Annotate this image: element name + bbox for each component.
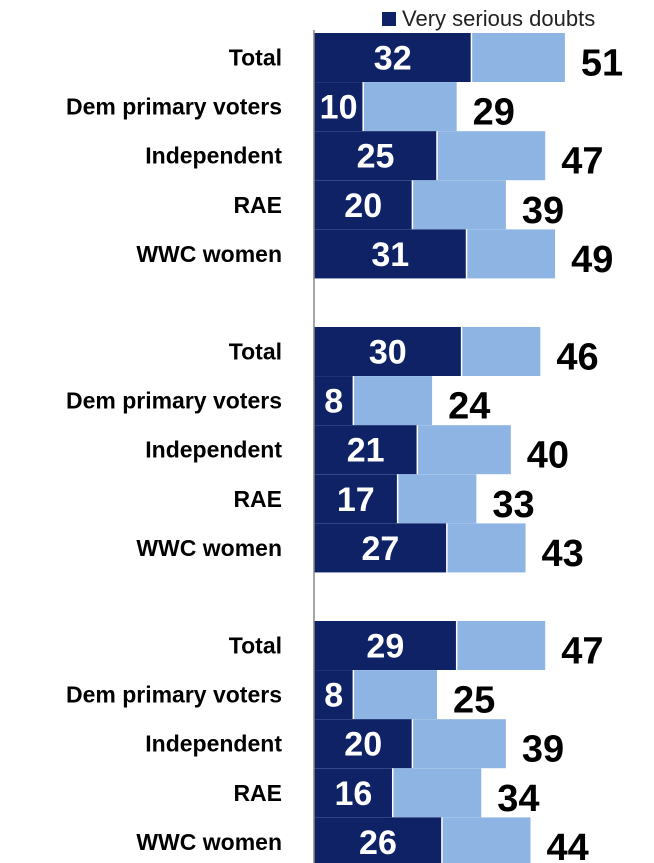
value-label-very-serious-group-3-independent: 20 bbox=[344, 726, 382, 764]
value-label-very-serious-group-3-wwc-women: 26 bbox=[359, 824, 397, 862]
category-label-group-3-independent: Independent bbox=[145, 731, 282, 757]
value-label-total-group-1-independent: 47 bbox=[561, 141, 603, 183]
chart-legend: Very serious doubts bbox=[382, 6, 595, 32]
value-label-very-serious-group-1-total: 32 bbox=[374, 40, 412, 78]
category-label-group-1-total: Total bbox=[229, 45, 282, 71]
category-label-group-2-wwc-women: WWC women bbox=[136, 535, 282, 561]
value-label-very-serious-group-1-dem-primary-voters: 10 bbox=[320, 89, 358, 127]
category-label-group-1-wwc-women: WWC women bbox=[136, 241, 282, 267]
value-label-very-serious-group-1-wwc-women: 31 bbox=[371, 236, 409, 274]
value-label-total-group-2-rae: 33 bbox=[492, 484, 534, 526]
category-label-group-1-rae: RAE bbox=[233, 192, 282, 218]
category-label-group-2-independent: Independent bbox=[145, 437, 282, 463]
bar-very-serious-group-2-rae bbox=[314, 474, 398, 524]
value-label-very-serious-group-2-wwc-women: 27 bbox=[362, 530, 400, 568]
bar-very-serious-group-2-independent bbox=[314, 425, 418, 475]
value-label-total-group-1-dem-primary-voters: 29 bbox=[473, 92, 515, 134]
category-label-group-1-dem-primary-voters: Dem primary voters bbox=[66, 94, 282, 120]
category-label-group-2-dem-primary-voters: Dem primary voters bbox=[66, 388, 282, 414]
value-label-total-group-1-rae: 39 bbox=[522, 190, 564, 232]
bar-very-serious-group-1-independent bbox=[314, 131, 437, 181]
value-label-total-group-2-total: 46 bbox=[556, 337, 598, 379]
bar-very-serious-group-2-dem-primary-voters bbox=[314, 376, 354, 426]
value-label-very-serious-group-1-rae: 20 bbox=[344, 187, 382, 225]
category-label-group-2-total: Total bbox=[229, 339, 282, 365]
bar-very-serious-group-2-total bbox=[314, 327, 462, 376]
legend-label-very-serious: Very serious doubts bbox=[402, 6, 596, 31]
value-label-very-serious-group-2-total: 30 bbox=[369, 334, 407, 372]
bar-very-serious-group-1-total bbox=[314, 33, 472, 82]
bar-very-serious-group-3-independent bbox=[314, 719, 413, 769]
bar-very-serious-group-3-rae bbox=[314, 768, 393, 818]
value-label-very-serious-group-2-independent: 21 bbox=[347, 432, 385, 470]
category-label-group-3-total: Total bbox=[229, 633, 282, 659]
value-label-total-group-3-rae: 34 bbox=[497, 778, 539, 820]
value-label-very-serious-group-1-independent: 25 bbox=[357, 138, 395, 176]
bar-very-serious-group-3-total bbox=[314, 621, 457, 670]
value-label-total-group-3-independent: 39 bbox=[522, 729, 564, 771]
bar-very-serious-group-1-dem-primary-voters bbox=[314, 82, 364, 132]
value-label-total-group-3-dem-primary-voters: 25 bbox=[453, 680, 495, 722]
legend-swatch-very-serious bbox=[382, 12, 396, 26]
value-label-total-group-2-wwc-women: 43 bbox=[542, 533, 584, 575]
value-label-total-group-1-wwc-women: 49 bbox=[571, 239, 613, 281]
bar-very-serious-group-3-dem-primary-voters bbox=[314, 670, 354, 720]
value-label-total-group-2-independent: 40 bbox=[527, 435, 569, 477]
value-label-total-group-3-wwc-women: 44 bbox=[546, 827, 588, 863]
category-label-group-3-rae: RAE bbox=[233, 780, 282, 806]
value-label-very-serious-group-3-dem-primary-voters: 8 bbox=[324, 677, 343, 715]
value-label-total-group-2-dem-primary-voters: 24 bbox=[448, 386, 490, 428]
value-label-total-group-1-total: 51 bbox=[581, 43, 623, 85]
bar-very-serious-group-1-wwc-women bbox=[314, 229, 467, 279]
value-label-very-serious-group-2-rae: 17 bbox=[337, 481, 375, 519]
value-label-very-serious-group-3-total: 29 bbox=[366, 628, 404, 666]
category-label-group-3-dem-primary-voters: Dem primary voters bbox=[66, 682, 282, 708]
value-label-very-serious-group-2-dem-primary-voters: 8 bbox=[324, 383, 343, 421]
category-label-group-1-independent: Independent bbox=[145, 143, 282, 169]
category-label-group-2-rae: RAE bbox=[233, 486, 282, 512]
bar-very-serious-group-2-wwc-women bbox=[314, 523, 447, 573]
bar-very-serious-group-3-wwc-women bbox=[314, 817, 442, 863]
value-label-very-serious-group-3-rae: 16 bbox=[334, 775, 372, 813]
bar-very-serious-group-1-rae bbox=[314, 180, 413, 230]
value-label-total-group-3-total: 47 bbox=[561, 631, 603, 673]
category-label-group-3-wwc-women: WWC women bbox=[136, 829, 282, 855]
